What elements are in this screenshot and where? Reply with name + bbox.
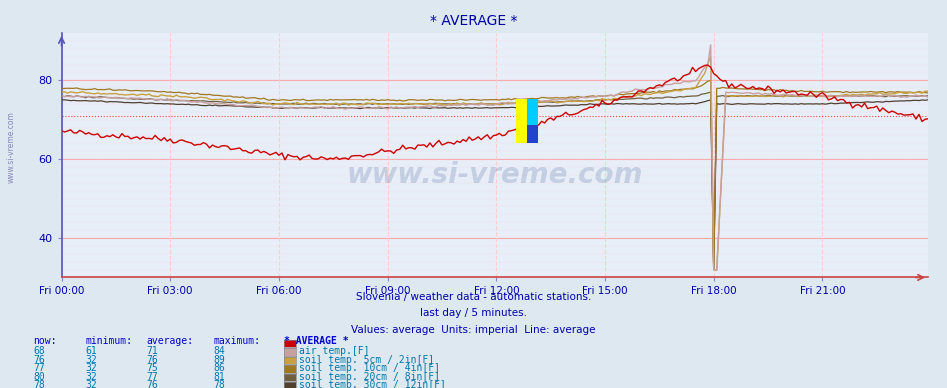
- Text: 80: 80: [33, 372, 45, 382]
- Text: soil temp. 5cm / 2in[F]: soil temp. 5cm / 2in[F]: [299, 355, 435, 365]
- FancyBboxPatch shape: [527, 99, 538, 125]
- Text: 68: 68: [33, 346, 45, 356]
- FancyBboxPatch shape: [527, 125, 538, 143]
- Text: now:: now:: [33, 336, 57, 346]
- Text: average:: average:: [147, 336, 194, 346]
- Text: 77: 77: [147, 372, 158, 382]
- Text: 32: 32: [85, 363, 97, 373]
- Text: maximum:: maximum:: [213, 336, 260, 346]
- Text: air temp.[F]: air temp.[F]: [299, 346, 369, 356]
- Text: 81: 81: [213, 372, 224, 382]
- Text: soil temp. 30cm / 12in[F]: soil temp. 30cm / 12in[F]: [299, 380, 446, 388]
- Text: last day / 5 minutes.: last day / 5 minutes.: [420, 308, 527, 319]
- Text: 77: 77: [33, 363, 45, 373]
- Text: 76: 76: [33, 355, 45, 365]
- Text: minimum:: minimum:: [85, 336, 133, 346]
- Text: 78: 78: [33, 380, 45, 388]
- Text: Slovenia / weather data - automatic stations.: Slovenia / weather data - automatic stat…: [356, 292, 591, 302]
- Text: 84: 84: [213, 346, 224, 356]
- Text: Values: average  Units: imperial  Line: average: Values: average Units: imperial Line: av…: [351, 325, 596, 335]
- Text: 86: 86: [213, 363, 224, 373]
- Text: www.si-vreme.com: www.si-vreme.com: [7, 111, 16, 184]
- Text: 76: 76: [147, 380, 158, 388]
- Text: 32: 32: [85, 355, 97, 365]
- FancyBboxPatch shape: [516, 99, 527, 143]
- Text: 32: 32: [85, 372, 97, 382]
- Text: 75: 75: [147, 363, 158, 373]
- Text: 78: 78: [213, 380, 224, 388]
- Text: 32: 32: [85, 380, 97, 388]
- Text: www.si-vreme.com: www.si-vreme.com: [347, 161, 643, 189]
- Text: soil temp. 10cm / 4in[F]: soil temp. 10cm / 4in[F]: [299, 363, 440, 373]
- Text: soil temp. 20cm / 8in[F]: soil temp. 20cm / 8in[F]: [299, 372, 440, 382]
- Text: 76: 76: [147, 355, 158, 365]
- Text: * AVERAGE *: * AVERAGE *: [430, 14, 517, 28]
- Text: 61: 61: [85, 346, 97, 356]
- Text: 89: 89: [213, 355, 224, 365]
- Text: * AVERAGE *: * AVERAGE *: [284, 336, 348, 346]
- Text: 71: 71: [147, 346, 158, 356]
